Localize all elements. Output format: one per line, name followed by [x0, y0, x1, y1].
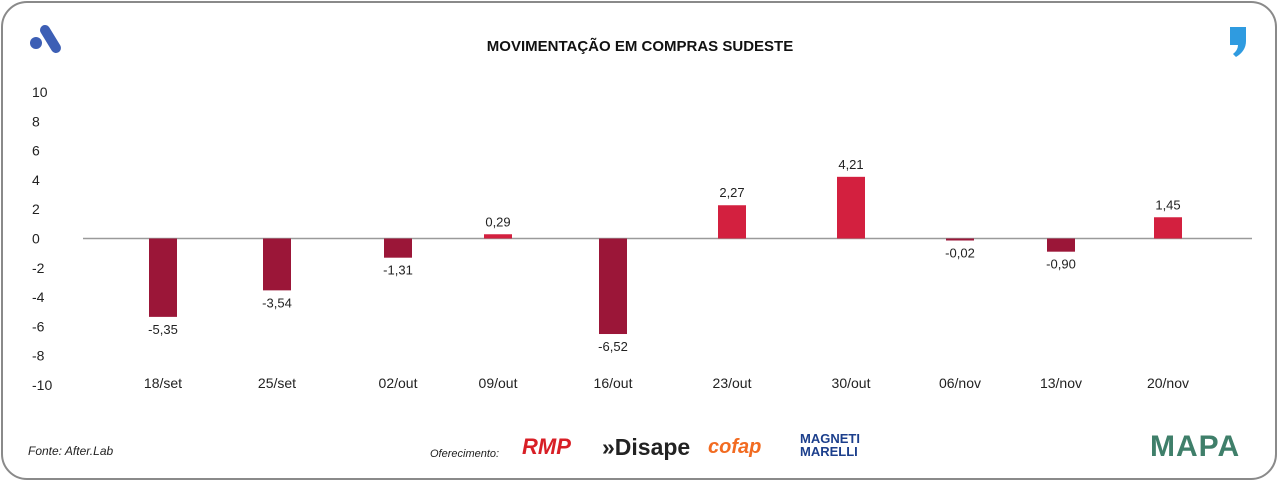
sponsor-logo-rmp: RMP: [522, 434, 571, 459]
brand-a-icon: [30, 25, 61, 53]
data-label: 0,29: [485, 214, 510, 229]
y-tick-label: 0: [32, 231, 40, 247]
sponsor-logo-disape: »Disape: [602, 434, 691, 460]
y-tick-label: -6: [32, 318, 45, 334]
data-label: -1,31: [383, 263, 413, 278]
data-label: -0,02: [945, 246, 975, 261]
bar: [149, 238, 177, 317]
sponsor-label: Oferecimento:: [430, 448, 500, 460]
bar: [263, 238, 291, 291]
chart-title: MOVIMENTAÇÃO EM COMPRAS SUDESTE: [486, 38, 794, 55]
y-tick-label: -2: [32, 260, 45, 276]
sponsor-logo-magneti-marelli: MAGNETI MARELLI: [800, 431, 860, 459]
data-label: 2,27: [719, 185, 744, 200]
y-tick-label: 4: [32, 172, 40, 188]
bar: [599, 238, 627, 335]
x-tick-label: 06/nov: [939, 375, 981, 391]
y-tick-label: -8: [32, 348, 45, 364]
data-label: 4,21: [838, 157, 863, 172]
y-tick-label: 6: [32, 143, 40, 159]
data-label: -3,54: [262, 295, 292, 310]
x-tick-label: 02/out: [379, 375, 418, 391]
bar: [837, 176, 865, 239]
mapa-logo: MAPA: [1150, 430, 1241, 463]
data-label: -0,90: [1046, 257, 1076, 272]
x-tick-label: 09/out: [479, 375, 518, 391]
x-tick-label: 25/set: [258, 375, 296, 391]
bar: [718, 205, 746, 239]
x-tick-label: 18/set: [144, 375, 182, 391]
x-tick-label: 16/out: [594, 375, 633, 391]
bar: [384, 238, 412, 258]
data-label: -6,52: [598, 339, 628, 354]
x-tick-label: 30/out: [832, 375, 871, 391]
y-tick-label: -4: [32, 289, 45, 305]
x-tick-label: 23/out: [713, 375, 752, 391]
y-tick-label: 2: [32, 201, 40, 217]
data-label: -5,35: [148, 322, 178, 337]
y-tick-label: 10: [32, 84, 48, 100]
bar: [1154, 217, 1182, 239]
x-tick-label: 13/nov: [1040, 375, 1082, 391]
data-label: 1,45: [1155, 197, 1180, 212]
y-tick-label: -10: [32, 377, 52, 393]
bar: [484, 234, 512, 239]
source-note: Fonte: After.Lab: [28, 444, 114, 458]
bar: [1047, 238, 1075, 252]
sponsor-logo-cofap: cofap: [708, 436, 762, 458]
comma-icon: [1230, 27, 1246, 57]
y-tick-label: 8: [32, 113, 40, 129]
bar: [946, 238, 974, 241]
x-tick-label: 20/nov: [1147, 375, 1189, 391]
